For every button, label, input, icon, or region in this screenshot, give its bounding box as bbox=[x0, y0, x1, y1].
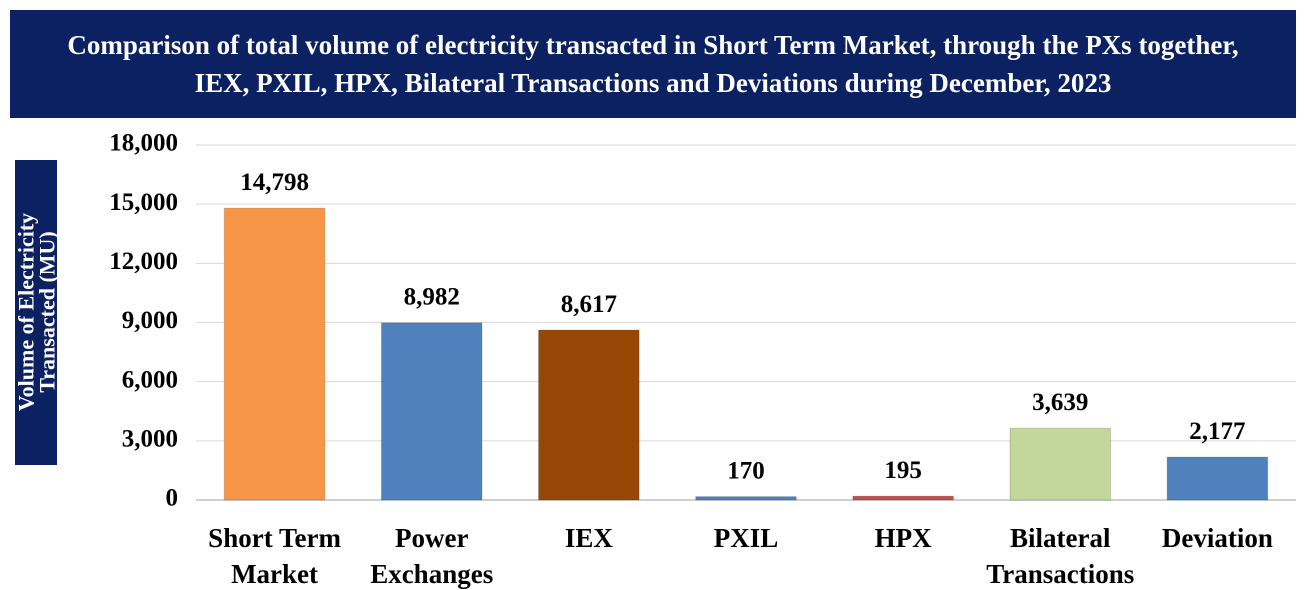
x-tick-label: Power Exchanges bbox=[370, 523, 494, 589]
y-axis-label: Volume of Electricity Transacted (MU) bbox=[13, 212, 60, 412]
data-label: 3,639 bbox=[1032, 389, 1088, 416]
bar bbox=[223, 207, 326, 501]
y-tick-label: 9,000 bbox=[122, 307, 178, 334]
y-tick-label: 6,000 bbox=[122, 366, 178, 393]
data-label: 170 bbox=[727, 457, 765, 484]
bar bbox=[852, 495, 954, 501]
y-tick-label: 3,000 bbox=[122, 426, 178, 453]
data-label: 14,798 bbox=[240, 169, 309, 196]
x-tick-label: PXIL bbox=[713, 523, 779, 553]
x-tick-label: Bilateral Transactions bbox=[986, 523, 1135, 589]
x-tick-label: Short Term Market bbox=[208, 523, 341, 589]
data-label: 8,617 bbox=[561, 291, 617, 318]
y-tick-label: 15,000 bbox=[109, 189, 178, 216]
y-label-box: Volume of Electricity Transacted (MU) bbox=[13, 160, 60, 465]
x-tick-label: HPX bbox=[874, 523, 932, 553]
title-banner: Comparison of total volume of electricit… bbox=[10, 10, 1296, 118]
data-label: 2,177 bbox=[1189, 418, 1245, 445]
x-tick-label: Deviation bbox=[1161, 523, 1273, 553]
bar bbox=[695, 496, 797, 501]
bar bbox=[380, 322, 483, 501]
x-tick-label: IEX bbox=[564, 523, 613, 553]
y-tick-label: 18,000 bbox=[109, 130, 178, 157]
bar bbox=[1009, 427, 1112, 501]
data-label: 195 bbox=[884, 457, 922, 484]
bar bbox=[1166, 456, 1269, 501]
y-tick-label: 0 bbox=[166, 485, 179, 512]
y-tick-label: 12,000 bbox=[109, 248, 178, 275]
data-label: 8,982 bbox=[404, 284, 460, 311]
chart-title: Comparison of total volume of electricit… bbox=[67, 30, 1239, 98]
bar bbox=[538, 329, 640, 501]
